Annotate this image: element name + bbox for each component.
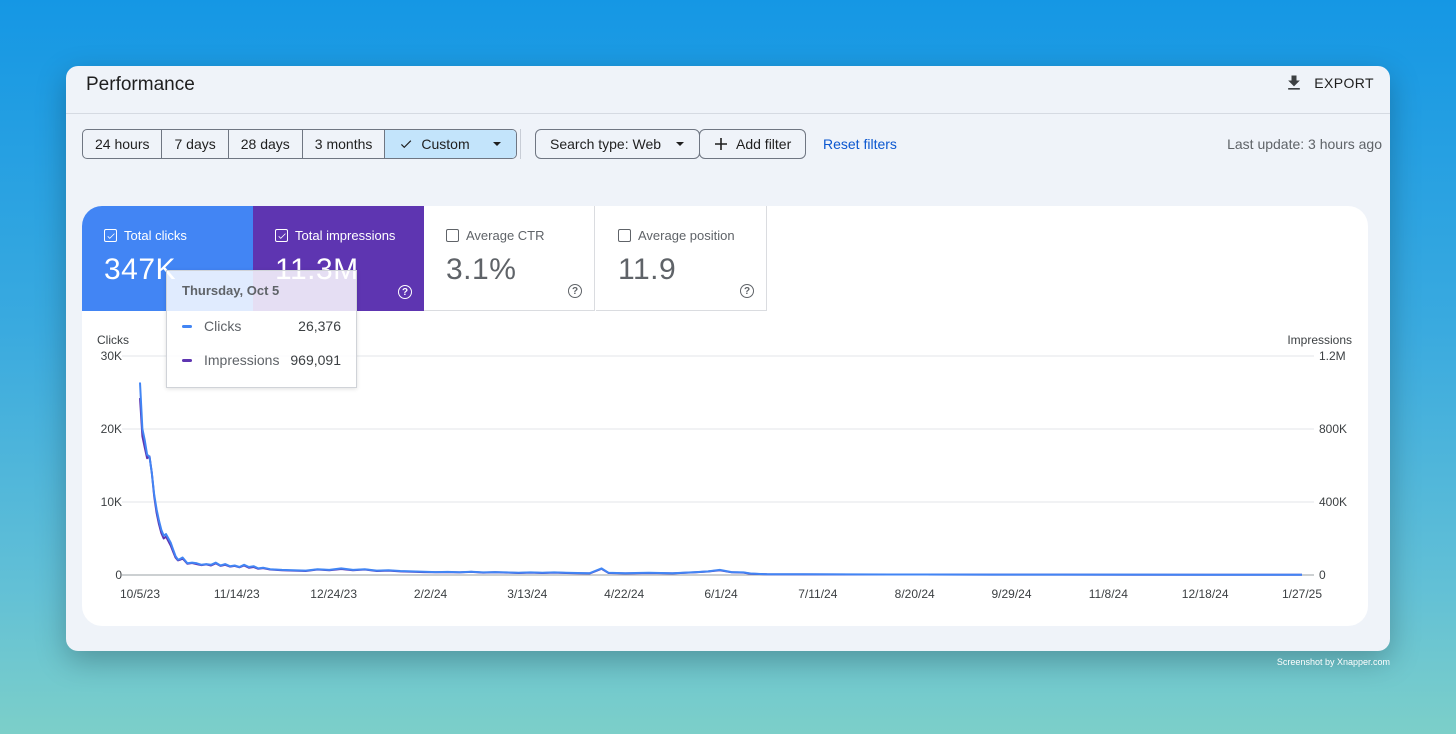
tooltip-impressions-row: Impressions 969,091 <box>182 352 341 368</box>
help-icon[interactable]: ? <box>740 284 754 298</box>
help-icon[interactable]: ? <box>398 285 412 299</box>
caret-down-icon <box>492 142 501 146</box>
header-divider <box>66 113 1390 114</box>
x-tick-label: 3/13/24 <box>507 587 547 601</box>
date-range-selector: 24 hours 7 days 28 days 3 months Custom <box>82 129 517 159</box>
y-tick-label-right: 800K <box>1319 422 1347 436</box>
x-tick-label: 9/29/24 <box>991 587 1031 601</box>
x-tick-label: 12/24/23 <box>310 587 357 601</box>
screenshot-credit: Screenshot by Xnapper.com <box>1276 657 1390 667</box>
search-type-dropdown[interactable]: Search type: Web <box>535 129 701 159</box>
y-tick-label-left: 20K <box>101 422 122 436</box>
y-tick-label-right: 1.2M <box>1319 349 1346 363</box>
chart-tooltip: Thursday, Oct 5 Clicks 26,376 Impression… <box>166 270 357 388</box>
tooltip-impressions-label: Impressions <box>204 352 280 368</box>
toolbar-separator <box>520 129 521 159</box>
y-tick-label-right: 0 <box>1319 568 1326 582</box>
tooltip-impressions-value: 969,091 <box>290 352 341 368</box>
checkbox-unchecked-icon[interactable] <box>618 229 631 242</box>
range-24-hours[interactable]: 24 hours <box>83 130 163 158</box>
tooltip-clicks-label: Clicks <box>204 318 242 334</box>
chart-card: Total clicks 347K Total impressions 11.3… <box>82 206 1368 626</box>
x-tick-label: 7/11/24 <box>798 587 837 601</box>
impressions-swatch <box>182 358 192 362</box>
checkbox-checked-icon[interactable] <box>104 229 117 242</box>
y-tick-label-left: 10K <box>101 495 122 509</box>
tooltip-date: Thursday, Oct 5 <box>182 283 280 298</box>
checkbox-unchecked-icon[interactable] <box>446 229 459 242</box>
download-icon <box>1288 75 1301 90</box>
custom-label: Custom <box>421 136 470 152</box>
reset-filters-link[interactable]: Reset filters <box>823 136 897 152</box>
metric-value: 11.9 <box>618 253 677 286</box>
page-title: Performance <box>86 74 195 95</box>
metric-value: 347K <box>104 253 177 286</box>
y-tick-label-left: 30K <box>101 349 122 363</box>
x-tick-label: 11/14/23 <box>214 587 260 601</box>
export-label: EXPORT <box>1314 75 1374 91</box>
metric-label: Total clicks <box>124 228 187 243</box>
export-button[interactable]: EXPORT <box>1284 73 1374 93</box>
add-filter-label: Add filter <box>736 136 792 152</box>
range-3-months[interactable]: 3 months <box>303 130 386 158</box>
metric-label: Total impressions <box>295 228 396 243</box>
add-filter-button[interactable]: Add filter <box>699 129 807 159</box>
x-tick-label: 2/2/24 <box>414 587 448 601</box>
help-icon[interactable]: ? <box>568 284 582 298</box>
range-custom[interactable]: Custom <box>385 130 516 158</box>
checkbox-checked-icon[interactable] <box>275 229 288 242</box>
check-icon <box>401 140 412 149</box>
metric-label: Average position <box>638 228 735 243</box>
y-axis-title-right: Impressions <box>1287 333 1352 347</box>
clicks-swatch <box>182 324 192 328</box>
metric-label: Average CTR <box>466 228 545 243</box>
series-line-clicks <box>139 382 1302 576</box>
series-line-impressions <box>139 398 1302 576</box>
metric-value: 3.1% <box>446 253 517 286</box>
y-axis-title-left: Clicks <box>97 333 129 347</box>
x-tick-label: 10/5/23 <box>120 587 160 601</box>
x-tick-label: 11/8/24 <box>1089 587 1128 601</box>
tooltip-clicks-value: 26,376 <box>298 318 341 334</box>
metric-average-position[interactable]: Average position 11.9 ? <box>596 206 767 311</box>
metric-average-ctr[interactable]: Average CTR 3.1% ? <box>424 206 595 311</box>
y-tick-label-right: 400K <box>1319 495 1347 509</box>
last-update-text: Last update: 3 hours ago <box>1227 136 1382 152</box>
x-tick-label: 1/27/25 <box>1282 587 1322 601</box>
range-28-days[interactable]: 28 days <box>229 130 303 158</box>
performance-chart[interactable]: 0 0 10K 400K 20K 800K 30K 1.2M Clicks Impressions… <box>82 206 1368 626</box>
tooltip-clicks-row: Clicks 26,376 <box>182 318 341 334</box>
performance-panel: Performance EXPORT 24 hours 7 days 28 da… <box>66 66 1390 651</box>
caret-down-icon <box>676 142 685 146</box>
y-tick-label-left: 0 <box>115 568 122 582</box>
x-tick-label: 6/1/24 <box>704 587 738 601</box>
x-tick-label: 4/22/24 <box>604 587 644 601</box>
search-type-label: Search type: Web <box>550 136 662 152</box>
x-tick-label: 8/20/24 <box>895 587 935 601</box>
x-tick-label: 12/18/24 <box>1182 587 1229 601</box>
plus-icon <box>715 138 727 150</box>
range-7-days[interactable]: 7 days <box>162 130 229 158</box>
